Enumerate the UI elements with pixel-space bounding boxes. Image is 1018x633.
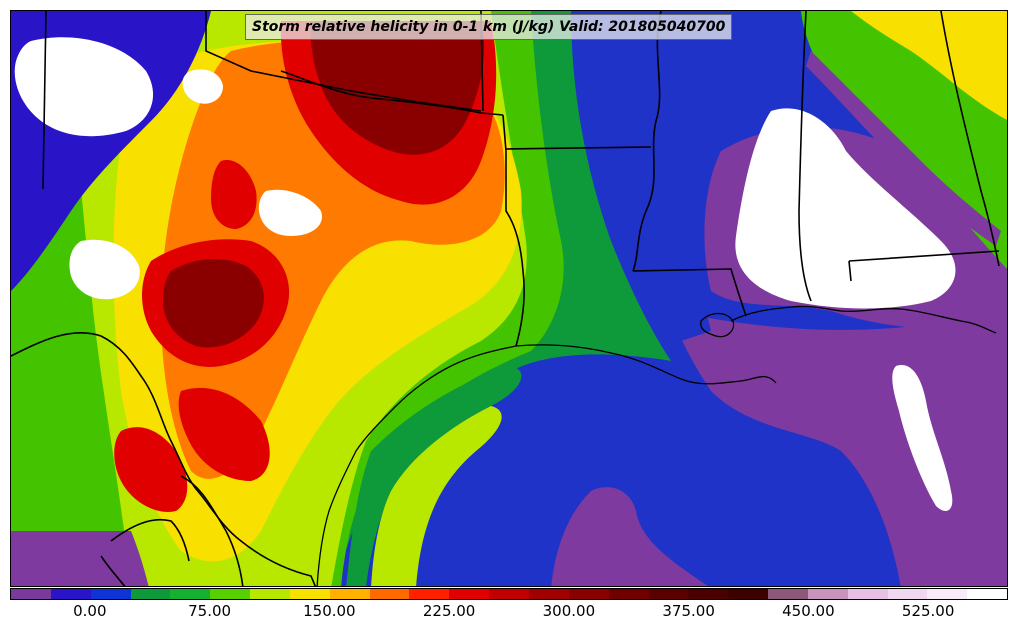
boundary-florida-north xyxy=(848,250,1000,262)
central-white-patch xyxy=(258,189,322,236)
colorbar-swatch xyxy=(807,589,848,599)
coastline-lake-pontchartrain xyxy=(700,312,735,338)
boundary-mexico-state-1 xyxy=(110,518,190,562)
colorbar-swatch xyxy=(927,589,968,599)
colorbar-tick-label: 300.00 xyxy=(542,602,596,620)
land-red-south xyxy=(178,387,270,481)
colorbar-swatch xyxy=(210,589,251,599)
boundary-tx-mexico-rio-grande xyxy=(11,332,317,586)
colorbar-swatch xyxy=(449,589,490,599)
helicity-map xyxy=(11,11,1007,586)
colorbar-swatch xyxy=(768,589,808,599)
map-title: Storm relative helicity in 0-1 km (J/kg)… xyxy=(245,14,733,40)
land-red-central-patch xyxy=(211,160,257,229)
colorbar-swatch xyxy=(728,589,769,599)
colorbar-swatch xyxy=(250,589,290,599)
land-dark-red-north xyxy=(310,21,485,155)
boundary-mississippi-alabama xyxy=(798,11,812,302)
boundary-mexico-state-3 xyxy=(100,555,126,586)
colorbar-swatch xyxy=(11,589,51,599)
coastal-dark-green-strip xyxy=(346,366,522,586)
colorbar-swatch xyxy=(688,589,729,599)
boundary-arkansas-louisiana xyxy=(505,146,652,150)
west-white-patch xyxy=(14,37,154,137)
boundary-mississippi-river xyxy=(632,11,662,272)
west-white-patch-2 xyxy=(69,239,140,300)
map-panel xyxy=(10,10,1008,587)
colorbar-swatch xyxy=(847,589,888,599)
colorbar-tick-label: 150.00 xyxy=(303,602,356,620)
boundary-louisiana-mississippi xyxy=(632,268,747,317)
colorbar-swatch xyxy=(489,589,529,599)
coastlines xyxy=(316,305,997,586)
colorbar-swatch xyxy=(967,589,1008,599)
colorbar-swatch xyxy=(409,589,450,599)
colorbar-swatch xyxy=(887,589,928,599)
boundary-mexico-state-2 xyxy=(180,475,244,586)
colorbar-swatch xyxy=(90,589,131,599)
colorbar-tick-label: 375.00 xyxy=(662,602,715,620)
gulf-white-patch xyxy=(892,365,953,511)
coastal-yellow-green-strip xyxy=(371,406,502,586)
colorbar-tick-label: 0.00 xyxy=(73,602,107,620)
gulf-purple-region xyxy=(671,311,1007,586)
colorbar-tick-label: 225.00 xyxy=(422,602,476,620)
boundary-oklahoma-north xyxy=(205,11,482,112)
southeast-white-region xyxy=(735,108,956,309)
colorbar-swatch xyxy=(329,589,370,599)
colorbar-ticks: 0.00 75.00 150.00 225.00 300.00 375.00 450.00 5… xyxy=(10,602,1008,626)
colorbar-swatch xyxy=(528,589,569,599)
northeast-yellow xyxy=(851,11,1007,120)
colorbar-swatch xyxy=(130,589,171,599)
boundary-alabama-georgia xyxy=(940,11,1000,267)
south-purple-region xyxy=(11,531,149,586)
coastline-mississippi-alabama xyxy=(730,305,997,334)
boundary-georgia-south xyxy=(848,260,852,282)
coastline-louisiana xyxy=(515,344,777,385)
colorbar-swatch xyxy=(648,589,689,599)
colorbar-tick-label: 75.00 xyxy=(188,602,232,620)
boundary-texas-louisiana xyxy=(502,114,525,347)
political-boundaries xyxy=(11,11,1000,586)
north-white-patch xyxy=(182,69,223,104)
northeast-purple-streak xyxy=(806,51,1001,246)
land-red-southwest xyxy=(114,427,188,512)
colorbar-swatch xyxy=(608,589,649,599)
land-dark-red-west xyxy=(163,259,264,348)
colorbar-swatch xyxy=(568,589,609,599)
colorbar-tick-label: 450.00 xyxy=(782,602,835,620)
colorbar-swatch xyxy=(170,589,211,599)
colorbar xyxy=(10,588,1008,600)
colorbar-tick-label: 525.00 xyxy=(901,602,955,620)
boundary-nm-tx xyxy=(42,11,47,190)
colorbar-swatch xyxy=(50,589,91,599)
colorbar-swatch xyxy=(289,589,330,599)
colorbar-swatch xyxy=(369,589,410,599)
gulf-purple-band-south xyxy=(551,487,709,586)
boundary-red-river xyxy=(280,70,504,116)
coastline-texas xyxy=(316,345,517,586)
